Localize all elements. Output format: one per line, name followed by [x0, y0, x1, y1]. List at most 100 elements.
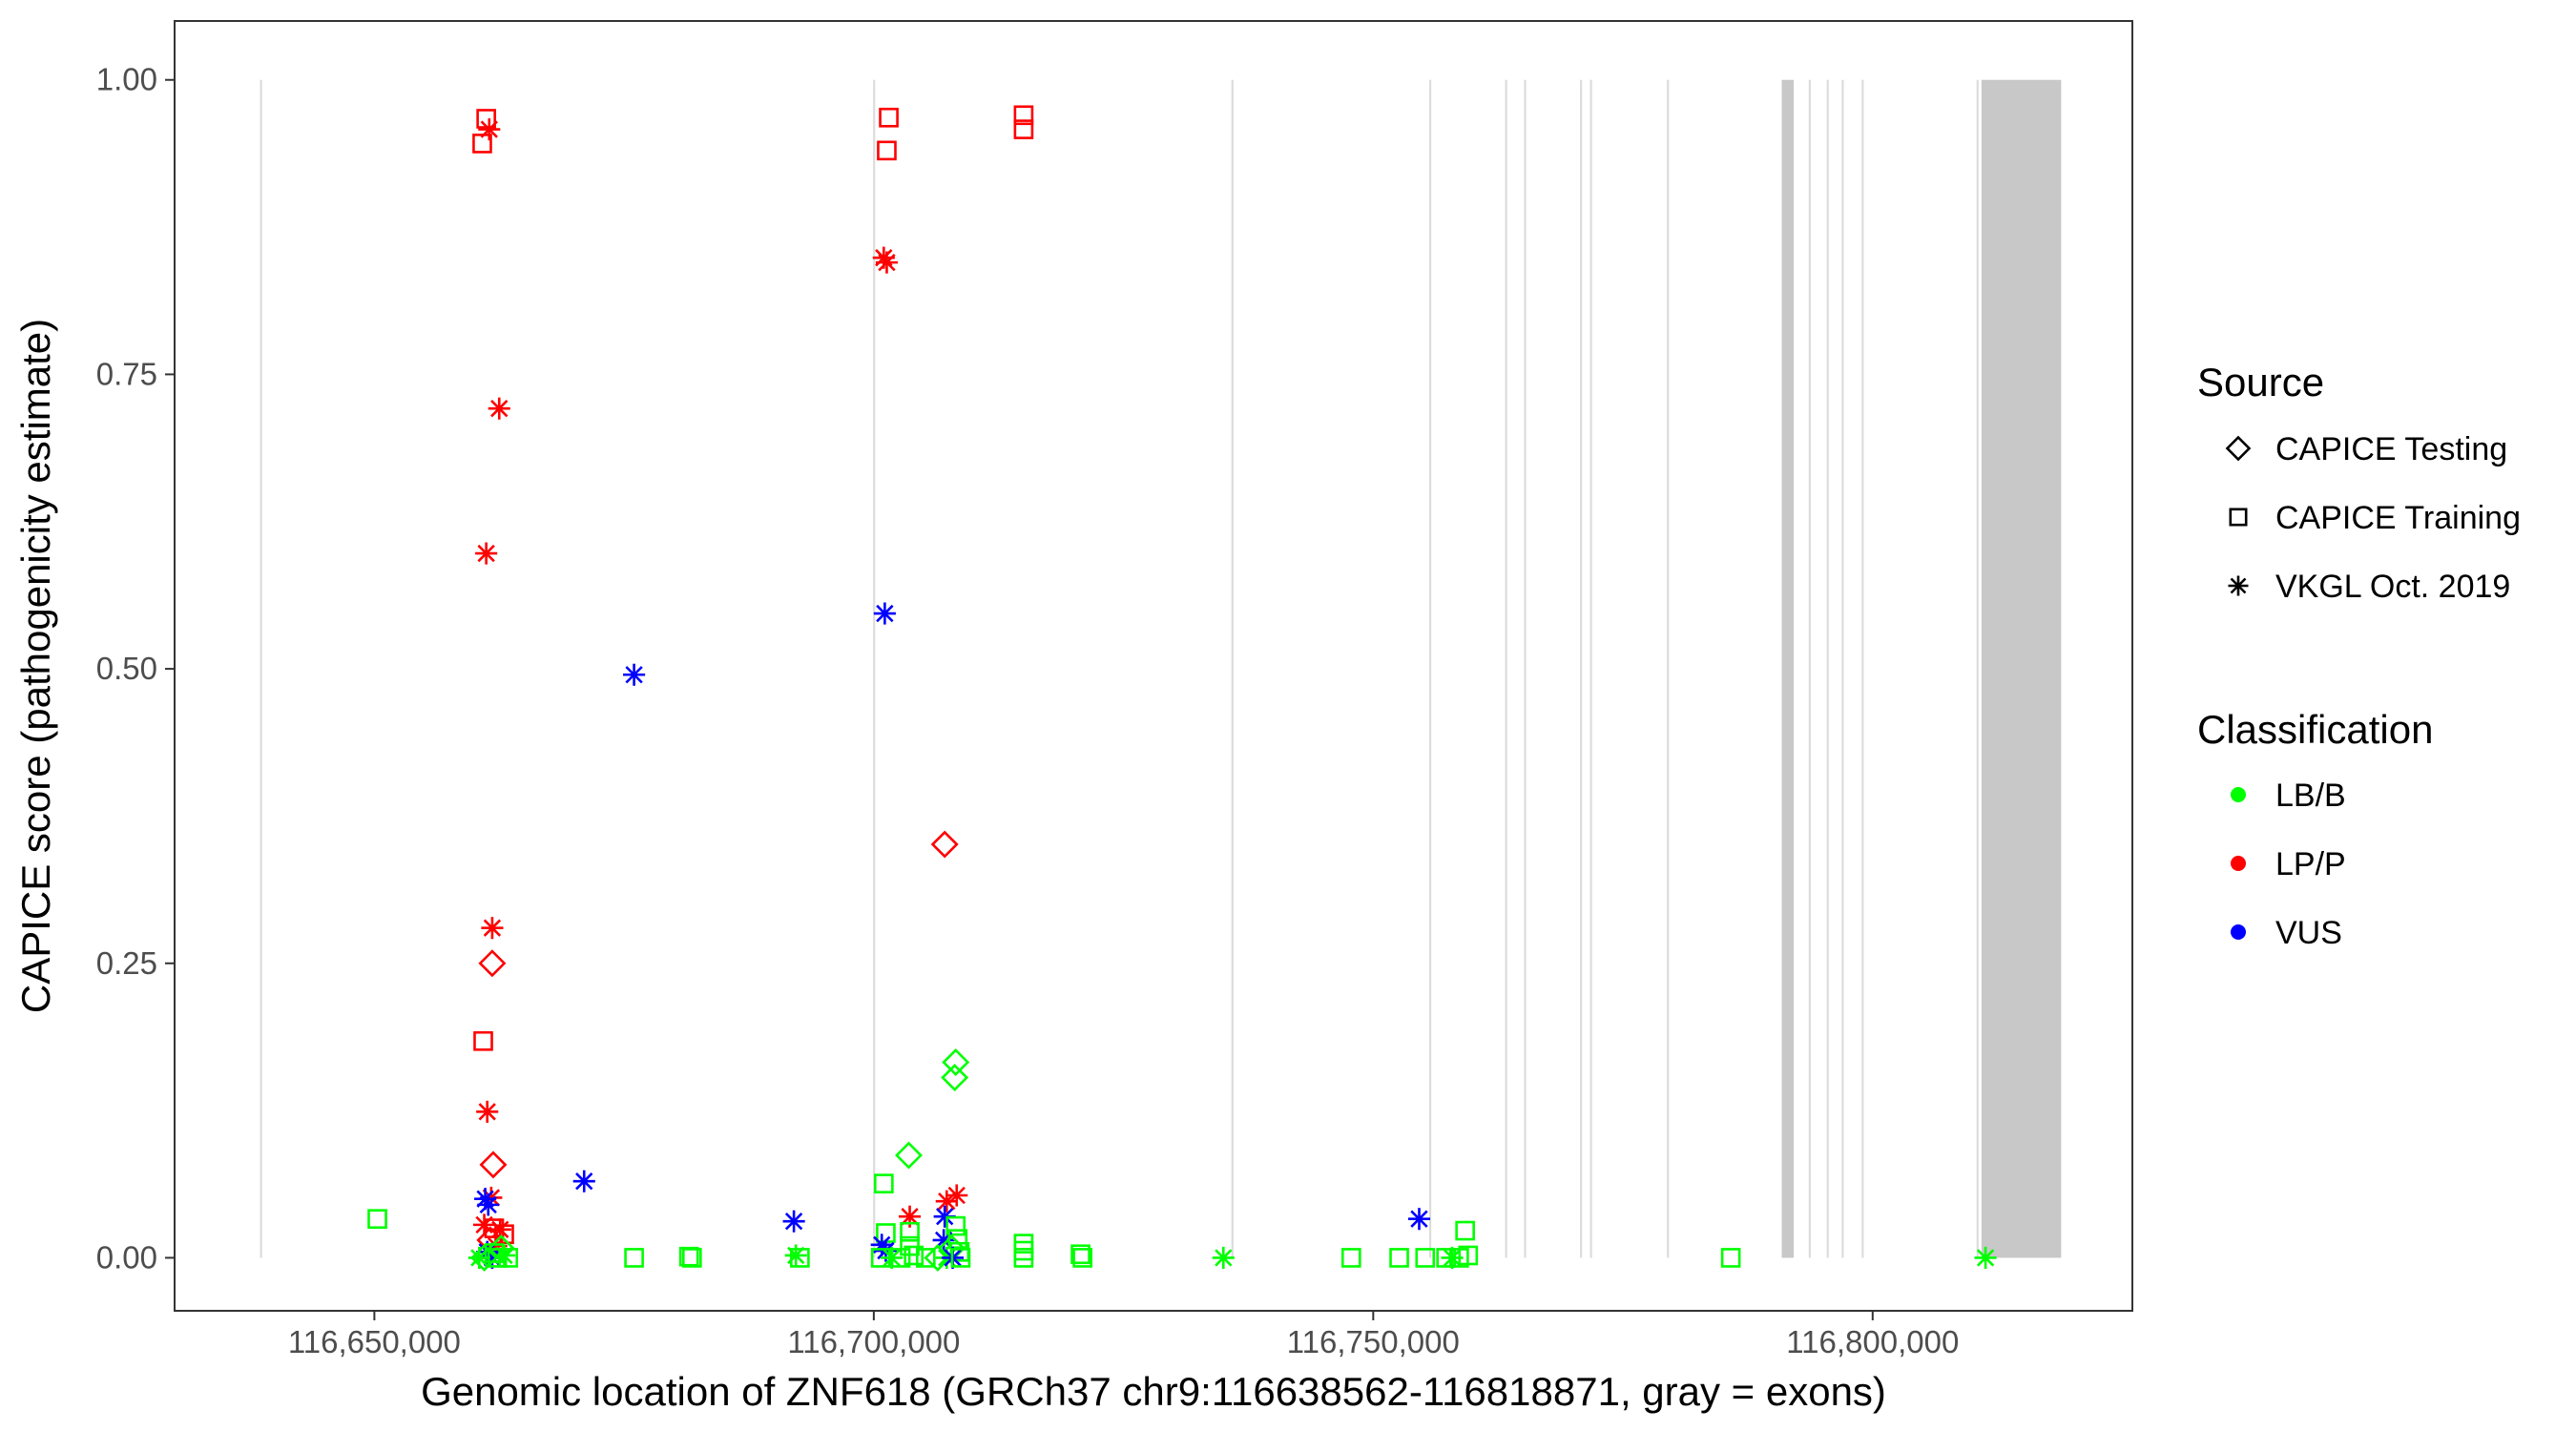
data-point-diamond	[479, 1151, 508, 1179]
axes: 0.00 0.25 0.50 0.75 1.00 116,650,000 116,700,0…	[96, 62, 1960, 1359]
legend-color-dot	[2231, 856, 2246, 871]
legend-source-item: CAPICE Testing	[2225, 431, 2507, 467]
data-points	[367, 105, 1997, 1272]
data-point-asterisk	[476, 1100, 499, 1123]
x-axis-title: Genomic location of ZNF618 (GRCh37 chr9:…	[421, 1369, 1886, 1414]
x-tick-label: 116,650,000	[288, 1324, 461, 1359]
data-point-asterisk	[481, 917, 504, 940]
exon-band	[1505, 79, 1507, 1258]
exon-band	[873, 79, 876, 1258]
exon-band	[1589, 79, 1592, 1258]
y-tick-label: 0.00	[96, 1239, 157, 1275]
data-point-diamond	[941, 1064, 969, 1092]
y-tick-label: 0.75	[96, 356, 157, 391]
exon-band	[1781, 79, 1795, 1258]
exon-band	[1826, 79, 1829, 1258]
legend-source-items: CAPICE Testing CAPICE Training VKGL Oct. 2…	[2225, 431, 2521, 605]
legend-class-label: LB/B	[2275, 778, 2346, 814]
legend-class-item: LP/P	[2231, 846, 2346, 882]
legend-classification-items: LB/B LP/P VUS	[2231, 778, 2346, 951]
data-point-diamond	[478, 949, 507, 978]
legend-color-dot	[2231, 787, 2246, 802]
exon-band	[1428, 79, 1432, 1258]
exon-band	[1580, 79, 1583, 1258]
legend-source-item: VKGL Oct. 2019	[2228, 569, 2510, 605]
exon-band	[1231, 79, 1234, 1258]
data-point-square	[681, 1248, 702, 1268]
plot-panel-border	[174, 20, 2133, 1312]
data-point-diamond	[930, 830, 959, 859]
exon-band	[1667, 79, 1670, 1258]
data-point-square	[900, 1221, 920, 1242]
data-point-square	[1070, 1244, 1091, 1265]
exon-band	[1808, 79, 1811, 1258]
data-point-square	[1013, 1248, 1034, 1268]
data-point-square	[904, 1245, 924, 1266]
data-point-square	[890, 1248, 911, 1268]
legend-classification-title: Classification	[2197, 707, 2433, 752]
exon-band	[1524, 79, 1527, 1258]
data-point-square	[945, 1215, 966, 1236]
y-tick-label: 0.25	[96, 945, 157, 981]
data-point-square	[1389, 1248, 1409, 1268]
data-point-square	[1720, 1248, 1741, 1268]
y-axis-title: CAPICE score (pathogenicity estimate)	[13, 319, 58, 1013]
legend-color-dot	[2231, 924, 2246, 940]
data-point-square	[1340, 1248, 1361, 1268]
data-point-square	[484, 1243, 505, 1263]
exon-band	[1861, 79, 1864, 1258]
data-point-square	[473, 1030, 493, 1051]
data-point-square	[874, 1173, 894, 1193]
legend-source-label: VKGL Oct. 2019	[2275, 569, 2510, 605]
exon-band	[1841, 79, 1844, 1258]
data-point-asterisk	[488, 397, 510, 420]
legend-source-title: Source	[2197, 360, 2324, 404]
data-point-asterisk	[784, 1244, 807, 1267]
data-point-asterisk	[875, 251, 899, 274]
data-point-asterisk	[1441, 1246, 1464, 1269]
legend-class-label: LP/P	[2275, 846, 2346, 882]
data-point-square	[1013, 119, 1034, 139]
data-point-asterisk	[477, 1193, 500, 1216]
data-point-asterisk	[782, 1210, 805, 1233]
data-point-square	[915, 1248, 936, 1268]
data-point-diamond	[942, 1047, 970, 1076]
legend-class-item: LB/B	[2231, 778, 2346, 814]
y-tick-label: 1.00	[96, 62, 157, 97]
y-tick-label: 0.50	[96, 651, 157, 686]
data-point-asterisk	[572, 1170, 595, 1192]
data-point-square	[1415, 1248, 1436, 1268]
data-point-square	[367, 1209, 387, 1230]
legend-source-label: CAPICE Testing	[2275, 431, 2507, 467]
data-point-square	[624, 1248, 644, 1268]
data-point-asterisk	[623, 663, 646, 686]
data-point-square	[879, 107, 899, 128]
legend-class-label: VUS	[2275, 915, 2342, 951]
data-point-asterisk	[935, 1190, 958, 1213]
data-point-asterisk	[1974, 1246, 1997, 1269]
legend-source-item: CAPICE Training	[2229, 500, 2521, 536]
data-point-asterisk	[467, 1246, 490, 1269]
x-tick-label: 116,800,000	[1786, 1324, 1959, 1359]
data-point-asterisk	[475, 542, 498, 565]
legend: Source CAPICE Testing CAPICE Training VKGL…	[2197, 360, 2521, 951]
data-point-asterisk	[478, 118, 501, 141]
data-point-square	[1072, 1248, 1092, 1268]
data-point-asterisk	[873, 602, 896, 625]
data-point-diamond	[895, 1141, 923, 1170]
exon-band	[260, 79, 262, 1258]
exon-band	[1976, 79, 1979, 1258]
exon-band	[1981, 79, 2062, 1258]
data-point-square	[950, 1248, 971, 1268]
legend-class-item: VUS	[2231, 915, 2342, 951]
data-point-square	[790, 1248, 810, 1268]
data-point-asterisk	[1407, 1208, 1431, 1231]
data-point-square	[1458, 1245, 1479, 1266]
legend-source-label: CAPICE Training	[2275, 500, 2521, 536]
data-point-square	[1455, 1220, 1475, 1241]
exon-bands	[260, 79, 2062, 1258]
data-point-square	[877, 140, 897, 161]
data-point-square	[1013, 105, 1034, 126]
x-tick-label: 116,750,000	[1287, 1324, 1460, 1359]
